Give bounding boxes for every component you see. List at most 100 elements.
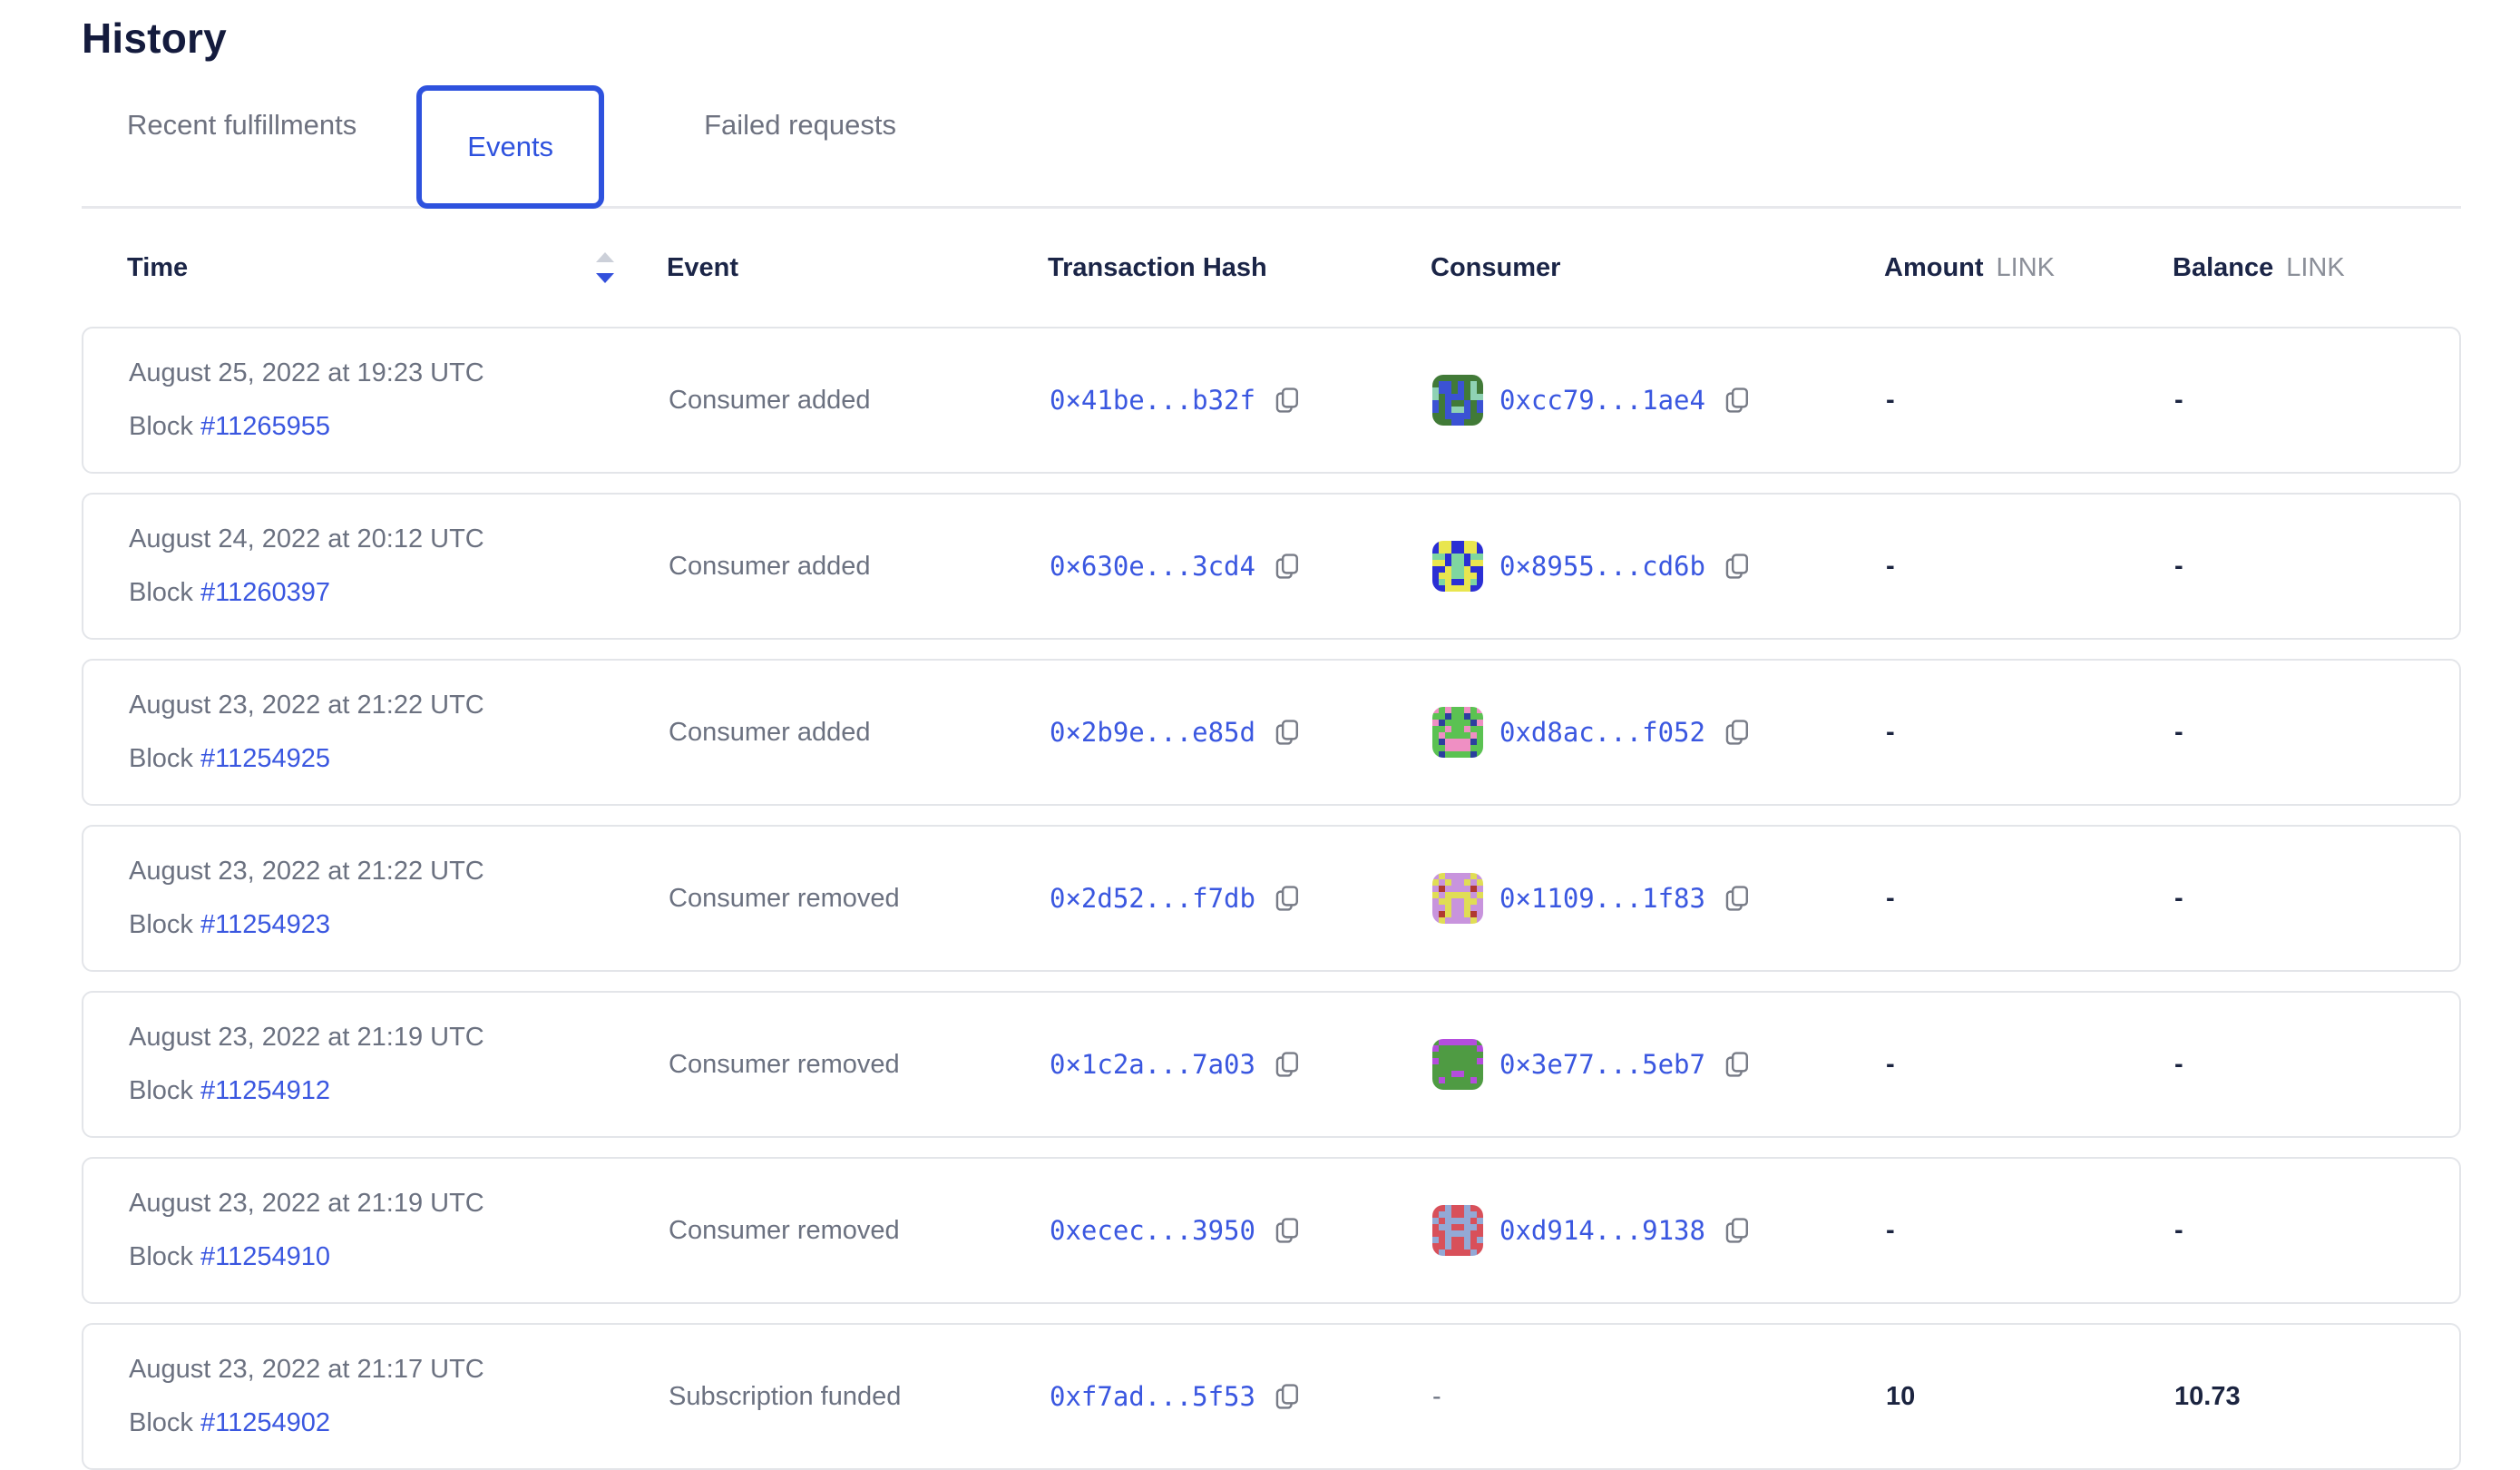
consumer-cell: - [1432,1382,1886,1412]
table-row: August 25, 2022 at 19:23 UTC Block #11265… [82,327,2461,474]
transaction-hash-link[interactable]: 0xf7ad...5f53 [1050,1381,1255,1412]
block-number-link[interactable]: #11254902 [200,1408,330,1437]
table-row: August 23, 2022 at 21:19 UTC Block #11254… [82,991,2461,1138]
transaction-hash-cell: 0xecec...3950 [1050,1215,1432,1246]
consumer-address-link[interactable]: 0xd8ac...f052 [1499,717,1705,748]
time-cell: August 24, 2022 at 20:12 UTC Block #11260… [83,524,669,608]
consumer-identicon-avatar [1432,707,1483,758]
copy-icon[interactable] [1722,717,1753,748]
copy-icon[interactable] [1272,1215,1303,1246]
copy-icon[interactable] [1722,1215,1753,1246]
block-number-link[interactable]: #11254910 [200,1242,330,1271]
consumer-cell: 0xcc79...1ae4 [1432,375,1886,426]
consumer-cell: 0xd914...9138 [1432,1205,1886,1256]
balance-value: - [2174,717,2183,747]
copy-icon[interactable] [1722,883,1753,914]
amount-value: - [1886,883,1895,913]
event-timestamp: August 23, 2022 at 21:22 UTC [129,857,484,886]
column-header-time[interactable]: Time [82,250,667,285]
page-title: History [82,15,227,62]
copy-icon[interactable] [1272,883,1303,914]
event-type-label: Consumer added [669,717,871,747]
block-line: Block #11265955 [129,412,669,442]
event-timestamp: August 23, 2022 at 21:19 UTC [129,1023,484,1052]
block-line: Block #11254912 [129,1076,669,1106]
amount-value: - [1886,717,1895,747]
transaction-hash-link[interactable]: 0×630e...3cd4 [1050,551,1255,582]
block-line: Block #11254923 [129,910,669,940]
time-cell: August 23, 2022 at 21:19 UTC Block #11254… [83,1189,669,1272]
block-number-link[interactable]: #11260397 [200,578,330,607]
consumer-identicon-avatar [1432,1039,1483,1090]
block-label: Block [129,412,200,441]
block-number-link[interactable]: #11254912 [200,1076,330,1105]
consumer-identicon-avatar [1432,375,1483,426]
balance-value: - [2174,551,2183,581]
event-type-label: Consumer removed [669,1049,900,1079]
table-row: August 23, 2022 at 21:17 UTC Block #11254… [82,1323,2461,1470]
consumer-address-link[interactable]: 0xd914...9138 [1499,1215,1705,1246]
column-header-event[interactable]: Event [667,252,738,282]
column-header-amount[interactable]: Amount LINK [1884,252,2056,282]
copy-icon[interactable] [1272,1381,1303,1412]
column-header-consumer[interactable]: Consumer [1431,252,1561,282]
consumer-address-link[interactable]: 0xcc79...1ae4 [1499,385,1705,416]
event-type-label: Consumer added [669,551,871,581]
transaction-hash-link[interactable]: 0×41be...b32f [1050,385,1255,416]
copy-icon[interactable] [1272,1049,1303,1080]
balance-value: 10.73 [2174,1381,2241,1411]
time-cell: August 23, 2022 at 21:19 UTC Block #11254… [83,1023,669,1106]
block-label: Block [129,1408,200,1437]
block-label: Block [129,1076,200,1105]
table-row: August 23, 2022 at 21:22 UTC Block #11254… [82,825,2461,972]
sort-descending-icon[interactable] [594,250,616,285]
consumer-address-link[interactable]: 0×8955...cd6b [1499,551,1705,582]
table-header-row: Time Event Transaction Hash Consumer Amo… [82,209,2461,327]
block-number-link[interactable]: #11265955 [200,412,330,441]
time-cell: August 23, 2022 at 21:22 UTC Block #11254… [83,691,669,774]
transaction-hash-cell: 0×630e...3cd4 [1050,551,1432,582]
transaction-hash-cell: 0xf7ad...5f53 [1050,1381,1432,1412]
block-label: Block [129,910,200,939]
consumer-identicon-avatar [1432,873,1483,924]
copy-icon[interactable] [1722,551,1753,582]
block-line: Block #11254902 [129,1408,669,1438]
transaction-hash-link[interactable]: 0×2d52...f7db [1050,883,1255,914]
amount-value: 10 [1886,1381,1916,1411]
consumer-address-link[interactable]: 0×1109...1f83 [1499,883,1705,914]
balance-value: - [2174,385,2183,415]
copy-icon[interactable] [1272,385,1303,416]
consumer-cell: 0×1109...1f83 [1432,873,1886,924]
balance-unit-label: LINK [2286,252,2345,282]
tab-recent-fulfillments[interactable]: Recent fulfillments [127,108,357,141]
transaction-hash-link[interactable]: 0×2b9e...e85d [1050,717,1255,748]
amount-value: - [1886,1215,1895,1245]
tab-events[interactable]: Events [416,85,605,209]
copy-icon[interactable] [1722,1049,1753,1080]
table-row: August 23, 2022 at 21:22 UTC Block #11254… [82,659,2461,806]
copy-icon[interactable] [1722,385,1753,416]
consumer-address-link[interactable]: 0×3e77...5eb7 [1499,1049,1705,1080]
block-label: Block [129,1242,200,1271]
block-line: Block #11260397 [129,578,669,608]
column-header-transaction-hash[interactable]: Transaction Hash [1048,252,1267,282]
tab-failed-requests[interactable]: Failed requests [704,108,897,141]
block-number-link[interactable]: #11254923 [200,910,330,939]
transaction-hash-link[interactable]: 0×1c2a...7a03 [1050,1049,1255,1080]
column-header-balance[interactable]: Balance LINK [2173,252,2345,282]
copy-icon[interactable] [1272,551,1303,582]
block-number-link[interactable]: #11254925 [200,744,330,773]
transaction-hash-link[interactable]: 0xecec...3950 [1050,1215,1255,1246]
consumer-cell: 0×3e77...5eb7 [1432,1039,1886,1090]
block-line: Block #11254925 [129,744,669,774]
time-cell: August 23, 2022 at 21:22 UTC Block #11254… [83,857,669,940]
events-table-body: August 25, 2022 at 19:23 UTC Block #11265… [82,327,2461,1470]
copy-icon[interactable] [1272,717,1303,748]
transaction-hash-cell: 0×2d52...f7db [1050,883,1432,914]
event-timestamp: August 24, 2022 at 20:12 UTC [129,524,484,554]
transaction-hash-cell: 0×41be...b32f [1050,385,1432,416]
time-cell: August 23, 2022 at 21:17 UTC Block #11254… [83,1355,669,1438]
balance-value: - [2174,1049,2183,1079]
block-label: Block [129,578,200,607]
event-timestamp: August 23, 2022 at 21:22 UTC [129,691,484,720]
